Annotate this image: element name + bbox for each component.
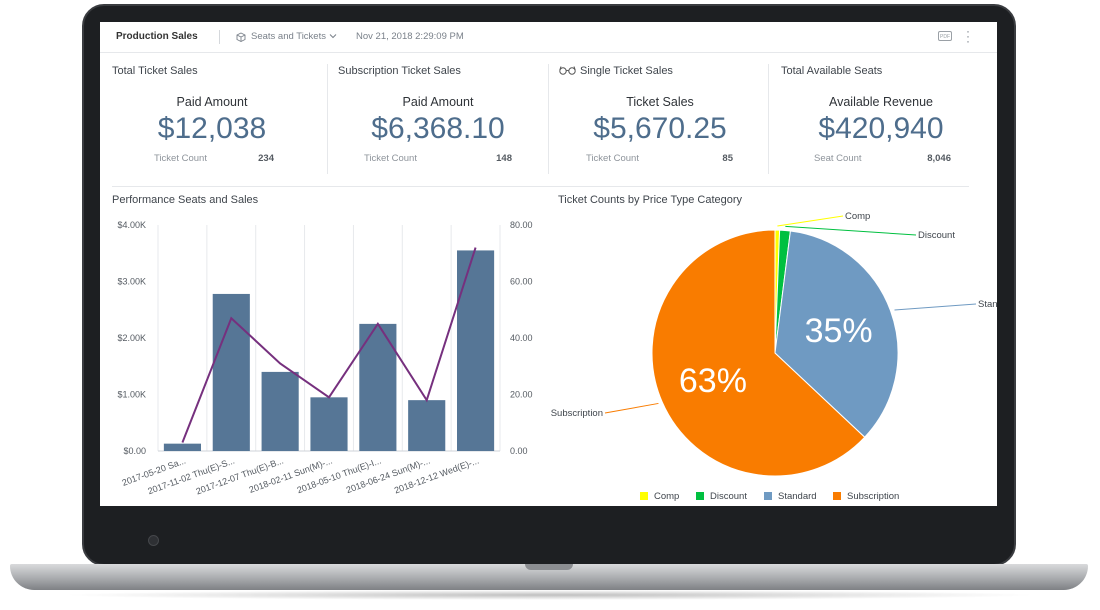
- legend-item[interactable]: Subscription: [833, 491, 899, 502]
- y-right-tick-label: 60.00: [510, 277, 533, 287]
- pie-slice-label: Discount: [918, 230, 955, 241]
- pie-chart-title: Ticket Counts by Price Type Category: [558, 194, 743, 206]
- kpi-total-ticket-sales: Total Ticket Sales Paid Amount $12,038 T…: [112, 62, 322, 177]
- refresh-timestamp: Nov 21, 2018 2:29:09 PM: [356, 31, 464, 42]
- y-left-tick-label: $2.00K: [117, 333, 146, 343]
- y-right-tick-label: 0.00: [510, 446, 528, 456]
- legend-label: Comp: [654, 491, 680, 502]
- kpi-sub-label: Ticket Count: [364, 153, 417, 164]
- pie-slice-label: Comp: [845, 211, 870, 222]
- glasses-icon: [559, 66, 576, 75]
- header-divider: [219, 30, 220, 44]
- pie-percent-label: 63%: [679, 362, 747, 400]
- section-divider: [112, 186, 969, 187]
- pie-slice: [651, 229, 866, 477]
- y-right-tick-label: 40.00: [510, 333, 533, 343]
- y-left-tick-label: $0.00: [123, 446, 146, 456]
- kpi-title: Subscription Ticket Sales: [338, 65, 461, 77]
- kpi-value: $5,670.25: [593, 112, 727, 145]
- kpi-sub-label: Ticket Count: [154, 153, 207, 164]
- y-left-tick-label: $1.00K: [117, 390, 146, 400]
- x-tick-label: 2018-06-24 Sun(M)-...: [345, 455, 432, 495]
- kpi-sub-label: Seat Count: [814, 153, 862, 164]
- y-right-tick-label: 20.00: [510, 390, 533, 400]
- dashboard-screen: Production Sales Seats and Tickets Nov 2…: [100, 22, 997, 506]
- legend-label: Standard: [778, 491, 817, 502]
- kpi-label: Ticket Sales: [626, 95, 694, 109]
- bar: [359, 323, 397, 451]
- laptop-shadow: [60, 590, 1040, 600]
- pie-leader-line: [894, 303, 977, 311]
- bar-chart-title: Performance Seats and Sales: [112, 194, 259, 206]
- kpi-value: $420,940: [818, 112, 944, 145]
- x-tick-label: 2018-02-11 Sun(M)-...: [248, 455, 334, 494]
- kpi-single-ticket-sales: Single Ticket Sales Ticket Sales $5,670.…: [580, 62, 790, 177]
- pie-leader-line: [604, 402, 659, 414]
- kpi-sub-value: 148: [496, 153, 512, 164]
- kpi-subscription-ticket-sales: Subscription Ticket Sales Paid Amount $6…: [338, 62, 548, 177]
- pie-leader-line: [785, 225, 917, 236]
- bar: [163, 443, 201, 451]
- legend-item[interactable]: Discount: [696, 491, 747, 502]
- dashboard-header: Production Sales Seats and Tickets Nov 2…: [100, 22, 997, 53]
- y-right-tick-label: 80.00: [510, 220, 533, 230]
- kpi-title: Total Ticket Sales: [112, 65, 198, 77]
- pdf-export-icon[interactable]: PDF: [938, 31, 952, 41]
- x-tick-label: 2018-05-10 Thu(E)-I...: [296, 455, 383, 495]
- bar: [408, 400, 446, 451]
- legend-swatch: [833, 492, 841, 500]
- pie-slice: [774, 230, 899, 438]
- webcam-icon: [148, 535, 159, 546]
- pie-leader-line: [777, 215, 844, 227]
- y-left-tick-label: $3.00K: [117, 277, 146, 287]
- kpi-sub-value: 85: [722, 153, 733, 164]
- cube-icon: [236, 32, 246, 42]
- kpi-sub-label: Ticket Count: [586, 153, 639, 164]
- data-source-selector[interactable]: Seats and Tickets: [251, 31, 326, 42]
- kpi-divider: [327, 64, 328, 174]
- kpi-divider: [548, 64, 549, 174]
- y-left-tick-label: $4.00K: [117, 220, 146, 230]
- kpi-total-available-seats: Total Available Seats $420,940 Available…: [781, 62, 991, 177]
- kpi-label: Available Revenue: [828, 95, 933, 109]
- bar: [457, 250, 495, 451]
- kpi-divider: [768, 64, 769, 174]
- dashboard-title: Production Sales: [116, 31, 198, 42]
- legend-label: Discount: [710, 491, 747, 502]
- more-options-icon[interactable]: · · ·: [966, 24, 970, 48]
- performance-bar-chart: $0.00 $1.00K $2.00K $3.00K $4.00K 0.00 20.00 40…: [117, 220, 533, 496]
- legend-label: Subscription: [847, 491, 900, 502]
- price-type-pie-chart: Comp Discount 35% Standard 63% Subscription: [551, 211, 997, 477]
- kpi-title: Total Available Seats: [781, 65, 883, 77]
- pie-slice-label: Standard: [978, 299, 997, 310]
- laptop-notch: [525, 564, 573, 570]
- kpi-value: $6,368.10: [371, 112, 505, 145]
- kpi-label: Paid Amount: [402, 95, 474, 109]
- legend-swatch: [764, 492, 772, 500]
- pie-percent-label: 35%: [805, 312, 873, 350]
- pie-slice-label: Subscription: [551, 408, 603, 419]
- legend-item[interactable]: Standard: [764, 491, 817, 502]
- kpi-sub-value: 8,046: [927, 153, 951, 164]
- legend-item[interactable]: Comp: [640, 491, 679, 502]
- legend-swatch: [640, 492, 648, 500]
- bar: [310, 397, 348, 451]
- kpi-label: Paid Amount: [176, 95, 248, 109]
- bar: [261, 371, 299, 451]
- legend-swatch: [696, 492, 704, 500]
- kpi-value: $12,038: [157, 112, 267, 145]
- chevron-down-icon[interactable]: [329, 32, 337, 40]
- line-series: [181, 247, 477, 443]
- kpi-sub-value: 234: [258, 153, 274, 164]
- kpi-title: Single Ticket Sales: [580, 65, 673, 77]
- x-tick-label: 2018-12-12 Wed(E)-...: [393, 455, 480, 495]
